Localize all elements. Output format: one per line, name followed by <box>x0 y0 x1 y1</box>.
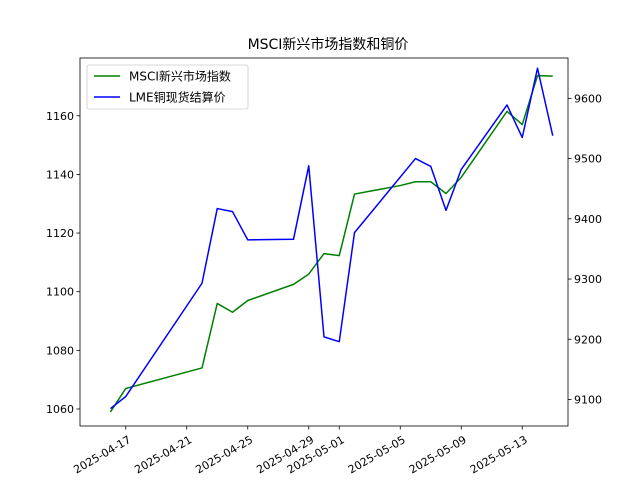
y-left-tick-label: 1080 <box>46 344 74 357</box>
series-layer <box>109 67 554 413</box>
y-left-tick-label: 1100 <box>46 286 74 299</box>
series-line-1 <box>109 74 553 413</box>
plot-frame <box>79 57 569 427</box>
y-right-tick-label: 9600 <box>574 92 602 105</box>
y-left-tick-label: 1140 <box>46 168 74 181</box>
legend: MSCI新兴市场指数 LME铜现货结算价 <box>86 64 249 110</box>
y-left-tick-label: 1120 <box>46 227 74 240</box>
y-right-tick-label: 9200 <box>574 333 602 346</box>
legend-label-2: LME铜现货结算价 <box>129 90 226 105</box>
y-left-tick-label: 1060 <box>46 403 74 416</box>
y-right-tick-label: 9400 <box>574 213 602 226</box>
legend-box <box>86 64 249 110</box>
chart-title: MSCI新兴市场指数和铜价 <box>248 36 409 53</box>
legend-label-1: MSCI新兴市场指数 <box>129 69 231 84</box>
series-line-2 <box>110 67 554 410</box>
y-right-tick-label: 9300 <box>574 273 602 286</box>
y-right-tick-label: 9500 <box>574 153 602 166</box>
y-right-tick-label: 9100 <box>574 393 602 406</box>
y-left-tick-label: 1160 <box>46 110 74 123</box>
